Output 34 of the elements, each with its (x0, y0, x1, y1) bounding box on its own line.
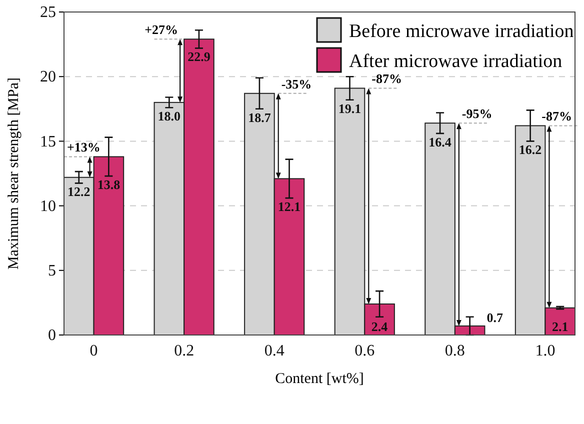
x-tick-label: 0.2 (174, 342, 194, 360)
data-label: 19.1 (338, 100, 362, 116)
data-label: 0.7 (486, 310, 504, 325)
annotation: -87% (372, 71, 402, 86)
y-tick-label: 25 (40, 4, 56, 22)
y-tick-label: 10 (40, 198, 56, 215)
y-tick-label: 15 (40, 133, 56, 150)
data-label: 2.4 (371, 319, 388, 334)
x-tick-label: 0.6 (354, 342, 375, 360)
data-label: 13.8 (97, 177, 121, 192)
x-tick-label: 0.4 (264, 342, 284, 360)
y-tick-label: 20 (40, 68, 56, 86)
y-tick-label: 0 (48, 327, 56, 344)
x-tick-label: 0 (90, 342, 98, 360)
data-label: 16.2 (518, 142, 542, 158)
annotation: +13% (67, 140, 100, 155)
annotation: -95% (462, 106, 492, 122)
data-label: 12.2 (68, 184, 90, 200)
data-label: 22.9 (188, 49, 211, 64)
data-label: 16.4 (428, 134, 452, 150)
x-tick-label: 0.8 (444, 342, 465, 360)
data-label: 12.1 (278, 199, 301, 214)
y-tick-label: 5 (48, 262, 56, 280)
x-tick-label: 1.0 (535, 342, 556, 360)
data-label: 2.1 (552, 319, 568, 334)
x-axis-title: Content [wt%] (275, 371, 364, 387)
y-axis-title: Maximum shear strength [MPa] (6, 77, 22, 270)
legend-label: Before microwave irradiation (349, 21, 574, 42)
annotation: +27% (144, 22, 178, 38)
annotation: -35% (281, 76, 312, 92)
data-label: 18.0 (158, 108, 181, 124)
legend-label: After microwave irradiation (349, 51, 563, 72)
annotation: -87% (542, 108, 572, 124)
data-label: 18.7 (248, 110, 272, 125)
